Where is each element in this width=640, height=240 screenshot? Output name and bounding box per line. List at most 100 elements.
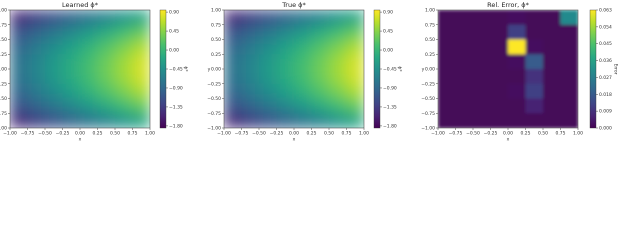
heatmap-cell <box>438 39 456 55</box>
heatmap-cell <box>10 69 28 85</box>
heatmap-cell <box>80 98 98 114</box>
heatmap-cell <box>294 113 312 128</box>
heatmap-cell <box>27 10 46 26</box>
heatmap-cell <box>490 54 509 70</box>
heatmap-cell <box>27 24 46 40</box>
heatmap-cell <box>508 83 526 99</box>
heatmap-cell <box>346 10 364 26</box>
y-tick-label: −0.50 <box>421 96 435 102</box>
x-tick-label: −0.25 <box>56 131 70 137</box>
heatmap-cell <box>543 54 561 70</box>
heatmap-cell <box>508 39 526 55</box>
heatmap-cell <box>508 98 526 114</box>
y-tick-label: 0.50 <box>0 37 7 43</box>
y-tick-label: 0.00 <box>211 67 221 73</box>
heatmap-cell <box>27 39 46 55</box>
y-tick-label: −0.25 <box>421 81 435 87</box>
heatmap-cell <box>132 113 150 128</box>
heatmap-cell <box>241 39 260 55</box>
y-tick-label: 0.75 <box>425 22 435 28</box>
colorbar-tick-label: −0.90 <box>169 85 183 91</box>
x-axis-label: x <box>507 138 510 143</box>
heatmap-cell <box>10 39 28 55</box>
colorbar-tick-label: 0.90 <box>383 10 393 16</box>
heatmap-cell <box>560 24 578 40</box>
y-tick-label: −0.50 <box>207 96 221 102</box>
heatmap-cell <box>97 98 116 114</box>
heatmap-cell <box>45 39 63 55</box>
heatmap-cell <box>62 113 81 128</box>
heatmap-cell <box>97 69 116 85</box>
y-tick-label: 0.00 <box>425 67 435 73</box>
heatmap-cell <box>473 10 491 26</box>
heatmap-cell <box>259 98 277 114</box>
x-tick-label: 1.00 <box>145 131 155 137</box>
heatmap-cell <box>346 83 364 99</box>
y-axis-label: y <box>422 68 425 73</box>
heatmap-cell <box>490 98 509 114</box>
panel-title: Rel. Error, ϕ* <box>487 1 529 9</box>
heatmap-cell <box>45 54 63 70</box>
heatmap-cell <box>329 83 347 99</box>
heatmap-cell <box>311 69 330 85</box>
y-tick-label: −0.25 <box>0 81 7 87</box>
heatmap-cell <box>97 10 116 26</box>
heatmap <box>438 10 578 128</box>
colorbar-tick-label: 0.45 <box>169 29 179 35</box>
colorbar-tick-label: −1.80 <box>169 123 183 129</box>
cells <box>224 10 364 128</box>
panel-title: Learned ϕ* <box>62 1 99 9</box>
y-tick-label: −0.75 <box>207 111 221 117</box>
heatmap-cell <box>45 113 63 128</box>
heatmap-cell <box>27 98 46 114</box>
heatmap-cell <box>438 24 456 40</box>
heatmap-cell <box>97 39 116 55</box>
colorbar <box>589 9 597 129</box>
heatmap-cell <box>10 98 28 114</box>
heatmap-cell <box>543 113 561 128</box>
y-tick-label: 0.50 <box>211 37 221 43</box>
heatmap-cell <box>473 24 491 40</box>
x-tick-label: 1.00 <box>573 131 583 137</box>
heatmap-cell <box>10 83 28 99</box>
x-axis-label: x <box>293 138 296 143</box>
heatmap-cell <box>132 98 150 114</box>
heatmap-cell <box>276 113 295 128</box>
panel-title: True ϕ* <box>281 1 306 9</box>
heatmap-cell <box>543 39 561 55</box>
y-tick-label: 0.00 <box>0 67 7 73</box>
colorbar-tick-label: −0.45 <box>169 67 183 73</box>
y-tick-label: −0.75 <box>421 111 435 117</box>
heatmap-cell <box>80 10 98 26</box>
heatmap-cell <box>543 10 561 26</box>
y-tick-label: 0.25 <box>0 52 7 58</box>
heatmap-cell <box>115 39 133 55</box>
heatmap-cell <box>311 113 330 128</box>
heatmap-cell <box>560 113 578 128</box>
heatmap-cell <box>80 113 98 128</box>
heatmap-cell <box>455 39 474 55</box>
heatmap-cell <box>346 24 364 40</box>
heatmap-cell <box>346 113 364 128</box>
heatmap-cell <box>455 54 474 70</box>
heatmap-cell <box>45 98 63 114</box>
heatmap-cell <box>45 83 63 99</box>
heatmap-cell <box>329 113 347 128</box>
x-tick-label: −0.50 <box>252 131 266 137</box>
heatmap-cell <box>276 54 295 70</box>
heatmap-cell <box>62 10 81 26</box>
heatmap-cell <box>508 54 526 70</box>
heatmap-cell <box>241 83 260 99</box>
heatmap-cell <box>115 98 133 114</box>
heatmap-cell <box>525 39 544 55</box>
x-tick-label: 0.00 <box>503 131 513 137</box>
colorbar-tick-label: −1.80 <box>383 123 397 129</box>
colorbar-tick-label: 0.036 <box>599 58 612 64</box>
x-tick-label: −0.25 <box>484 131 498 137</box>
x-tick-label: 0.50 <box>538 131 548 137</box>
heatmap-cell <box>329 98 347 114</box>
colorbar-tick-label: −1.35 <box>169 104 183 110</box>
heatmap-cell <box>490 83 509 99</box>
heatmap <box>224 10 364 128</box>
heatmap-cell <box>438 69 456 85</box>
